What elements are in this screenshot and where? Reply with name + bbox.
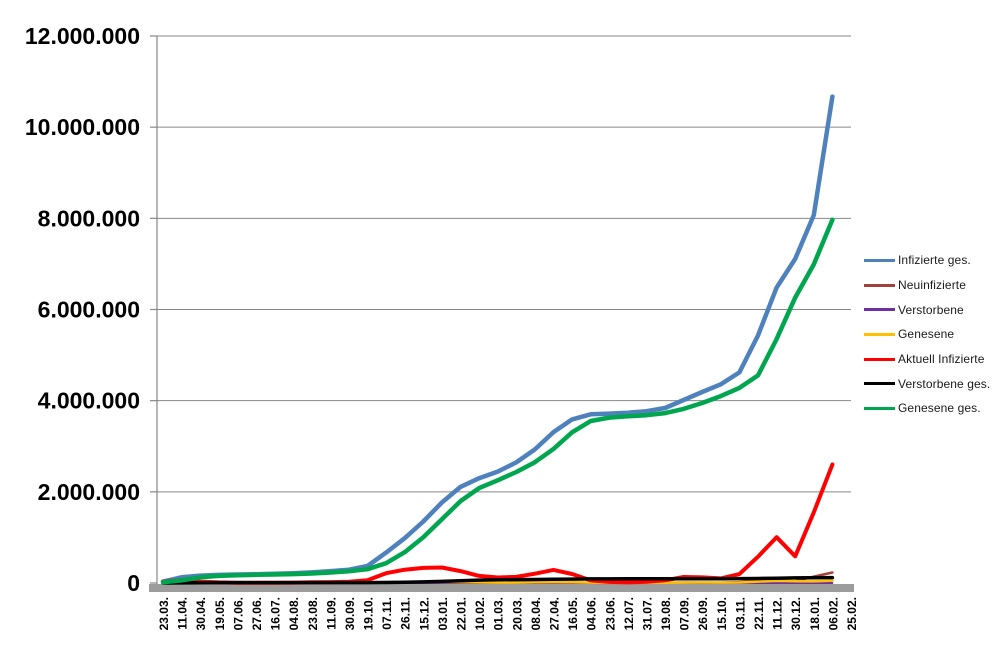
y-axis-label: 10.000.000 bbox=[25, 114, 140, 140]
x-axis-label: 22.11. bbox=[752, 597, 766, 630]
x-axis-label: 03.01. bbox=[436, 597, 450, 630]
x-axis-label: 31.07. bbox=[640, 597, 654, 630]
x-axis-label: 19.08. bbox=[659, 597, 673, 630]
y-axis-label: 6.000.000 bbox=[38, 297, 140, 323]
y-axis-label: 12.000.000 bbox=[25, 23, 140, 49]
legend-swatch-icon bbox=[864, 332, 895, 336]
x-axis-label: 08.04. bbox=[529, 597, 543, 630]
legend-item-aktuell-infizierte: Aktuell Infizierte bbox=[864, 347, 1007, 372]
legend-item-genesene-ges: Genesene ges. bbox=[864, 396, 1007, 421]
y-axis-label: 0 bbox=[127, 570, 140, 596]
x-axis-label: 30.09. bbox=[343, 597, 357, 630]
legend-item-verstorbene: Verstorbene bbox=[864, 297, 1007, 322]
x-axis-label: 25.02. bbox=[845, 597, 859, 630]
legend-swatch-icon bbox=[864, 406, 895, 410]
legend-label: Genesene ges. bbox=[898, 401, 981, 416]
legend-swatch-icon bbox=[864, 357, 895, 361]
x-axis-label: 27.06. bbox=[250, 597, 264, 630]
legend-item-neuinfizierte: Neuinfizierte bbox=[864, 273, 1007, 298]
x-axis-label: 30.04. bbox=[194, 597, 208, 630]
x-axis-label: 07.09. bbox=[678, 597, 692, 630]
x-axis-label: 07.11. bbox=[380, 597, 394, 630]
legend-swatch-icon bbox=[864, 283, 895, 287]
x-axis-label: 11.12. bbox=[771, 597, 785, 630]
legend-item-infizierte-ges: Infizierte ges. bbox=[864, 248, 1007, 273]
x-axis-label: 11.09. bbox=[324, 597, 338, 630]
x-axis-label: 16.07. bbox=[269, 597, 283, 630]
x-axis-label: 19.05. bbox=[213, 597, 227, 630]
series-line-genesene-ges bbox=[160, 217, 835, 585]
x-axis-label: 18.01. bbox=[808, 597, 822, 630]
x-axis-label: 26.11. bbox=[399, 597, 413, 630]
series-line-infizierte-ges bbox=[160, 94, 835, 584]
x-axis-label: 07.06. bbox=[231, 597, 245, 630]
legend-swatch-icon bbox=[864, 382, 895, 386]
legend-swatch-icon bbox=[864, 308, 895, 312]
y-axis-label: 4.000.000 bbox=[38, 388, 140, 414]
legend-label: Neuinfizierte bbox=[898, 278, 966, 293]
chart-legend: Infizierte ges. Neuinfizierte Verstorbene G… bbox=[864, 248, 1007, 421]
legend-label: Aktuell Infizierte bbox=[898, 352, 985, 367]
y-axis-label: 2.000.000 bbox=[38, 479, 140, 505]
x-axis-label: 23.03. bbox=[157, 597, 171, 630]
x-axis-label: 27.04. bbox=[547, 597, 561, 630]
x-axis-label: 15.12. bbox=[417, 597, 431, 630]
x-axis-label: 06.02. bbox=[826, 597, 840, 630]
x-axis-label: 11.04. bbox=[176, 597, 190, 630]
x-axis-label: 16.05. bbox=[566, 597, 580, 630]
legend-label: Infizierte ges. bbox=[898, 253, 971, 268]
legend-label: Genesene bbox=[898, 327, 955, 342]
x-axis-label: 20.03. bbox=[510, 597, 524, 630]
legend-label: Verstorbene bbox=[898, 302, 964, 317]
x-axis-label: 03.11. bbox=[733, 597, 747, 630]
series-line-verstorbene-ges bbox=[161, 575, 835, 585]
x-axis-label: 23.06. bbox=[603, 597, 617, 630]
x-axis-label: 23.08. bbox=[306, 597, 320, 630]
x-axis-bar bbox=[149, 584, 854, 592]
legend-swatch-icon bbox=[864, 258, 895, 262]
x-axis-label: 22.01. bbox=[455, 597, 469, 630]
x-axis-label: 19.10. bbox=[362, 597, 376, 630]
x-axis-label: 04.06. bbox=[585, 597, 599, 630]
legend-item-verstorbene-ges: Verstorbene ges. bbox=[864, 371, 1007, 396]
x-axis-label: 26.09. bbox=[696, 597, 710, 630]
x-axis-label: 15.10. bbox=[715, 597, 729, 630]
x-axis-label: 01.03. bbox=[492, 597, 506, 630]
y-axis-label: 8.000.000 bbox=[38, 205, 140, 231]
legend-label: Verstorbene ges. bbox=[898, 376, 991, 391]
x-axis-label: 30.12. bbox=[789, 597, 803, 630]
x-axis-label: 10.02. bbox=[473, 597, 487, 630]
legend-item-genesene: Genesene bbox=[864, 322, 1007, 347]
x-axis-label: 04.08. bbox=[287, 597, 301, 630]
x-axis-label: 12.07. bbox=[622, 597, 636, 630]
